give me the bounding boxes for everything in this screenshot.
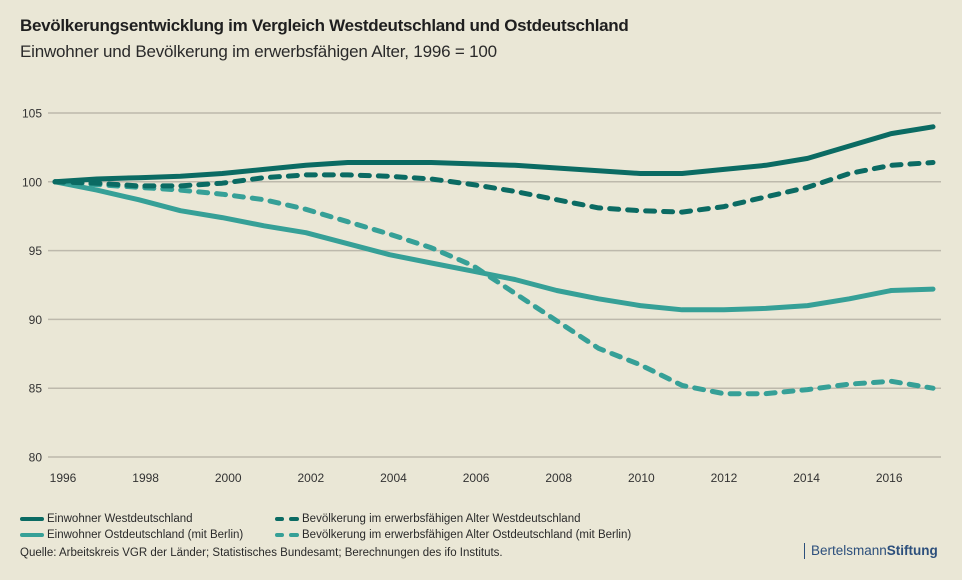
legend-label: Einwohner Westdeutschland: [47, 513, 193, 525]
legend-swatch-solid-east: [20, 530, 44, 540]
chart-title: Bevölkerungsentwicklung im Vergleich Wes…: [20, 16, 629, 35]
legend-swatch-dashed-east: [275, 530, 299, 540]
x-tick-label: 2000: [215, 471, 242, 485]
x-tick-label: 2006: [463, 471, 490, 485]
line-chart: 80 85 90 95 100 105 1996 1998 2000 2002 2004 2006 2…: [22, 107, 941, 485]
x-tick-label: 2014: [793, 471, 820, 485]
series-lines: [52, 124, 936, 397]
x-tick-label: 1996: [50, 471, 77, 485]
x-tick-label: 2008: [545, 471, 572, 485]
legend-label: Einwohner Ostdeutschland (mit Berlin): [47, 529, 244, 541]
x-tick-label: 2012: [711, 471, 738, 485]
legend-label: Bevölkerung im erwerbsfähigen Alter Ostd…: [302, 529, 632, 541]
series-line-east-solid: [52, 179, 936, 313]
series-line-west-solid: [52, 124, 936, 185]
x-tick-label: 2002: [298, 471, 325, 485]
legend-label: Bevölkerung im erwerbsfähigen Alter West…: [302, 513, 581, 525]
x-axis-ticks: 1996 1998 2000 2002 2004 2006 2008 2010 2012 2014…: [50, 471, 903, 485]
y-tick-label: 95: [29, 244, 43, 258]
chart-subtitle: Einwohner und Bevölkerung im erwerbsfähi…: [20, 42, 497, 61]
x-tick-label: 2010: [628, 471, 655, 485]
y-tick-label: 90: [29, 313, 43, 327]
y-tick-label: 105: [22, 107, 42, 121]
series-line-east-dashed: [52, 179, 936, 397]
legend-item-east-residents: Einwohner Ostdeutschland (mit Berlin): [20, 529, 243, 541]
legend-item-west-residents: Einwohner Westdeutschland: [20, 513, 193, 525]
series-line-west-dashed: [52, 160, 936, 215]
x-tick-label: 2004: [380, 471, 407, 485]
legend-swatch-dashed-west: [275, 514, 299, 524]
logo-bold: Stiftung: [886, 543, 938, 558]
x-tick-label: 1998: [132, 471, 159, 485]
legend-item-east-working-age: Bevölkerung im erwerbsfähigen Alter Ostd…: [275, 529, 631, 541]
x-tick-label: 2016: [876, 471, 903, 485]
legend-item-west-working-age: Bevölkerung im erwerbsfähigen Alter West…: [275, 513, 581, 525]
y-tick-label: 80: [29, 451, 43, 465]
y-tick-label: 85: [29, 382, 43, 396]
y-tick-label: 100: [22, 175, 42, 189]
source-note: Quelle: Arbeitskreis VGR der Länder; Sta…: [20, 547, 503, 559]
gridlines: [48, 112, 941, 458]
y-axis-ticks: 80 85 90 95 100 105: [22, 107, 42, 465]
legend-swatch-solid-west: [20, 514, 44, 524]
bertelsmann-stiftung-logo: BertelsmannStiftung: [804, 543, 938, 559]
logo-regular: Bertelsmann: [811, 543, 887, 558]
